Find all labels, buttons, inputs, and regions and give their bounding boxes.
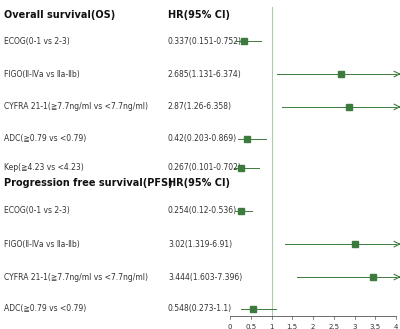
Text: ECOG(0-1 vs 2-3): ECOG(0-1 vs 2-3): [4, 206, 70, 215]
Text: 2.87(1.26-6.358): 2.87(1.26-6.358): [168, 102, 232, 112]
Text: Kep(≧4.23 vs <4.23): Kep(≧4.23 vs <4.23): [4, 163, 84, 172]
Text: 0.548(0.273-1.1): 0.548(0.273-1.1): [168, 304, 232, 313]
Text: 0: 0: [228, 324, 232, 329]
Text: 0.254(0.12-0.536): 0.254(0.12-0.536): [168, 206, 237, 215]
Text: 3: 3: [352, 324, 357, 329]
Text: CYFRA 21-1(≧7.7ng/ml vs <7.7ng/ml): CYFRA 21-1(≧7.7ng/ml vs <7.7ng/ml): [4, 102, 148, 112]
Text: 1: 1: [269, 324, 274, 329]
Text: 0.5: 0.5: [245, 324, 256, 329]
Text: CYFRA 21-1(≧7.7ng/ml vs <7.7ng/ml): CYFRA 21-1(≧7.7ng/ml vs <7.7ng/ml): [4, 272, 148, 282]
Text: HR(95% CI): HR(95% CI): [168, 10, 230, 20]
Text: 2.685(1.131-6.374): 2.685(1.131-6.374): [168, 69, 242, 79]
Text: 1.5: 1.5: [287, 324, 298, 329]
Text: FIGO(Ⅱ-Ⅳa vs Ⅱa-Ⅱb): FIGO(Ⅱ-Ⅳa vs Ⅱa-Ⅱb): [4, 240, 80, 249]
Text: 0.337(0.151-0.752): 0.337(0.151-0.752): [168, 37, 242, 46]
Text: FIGO(Ⅱ-Ⅳa vs Ⅱa-Ⅱb): FIGO(Ⅱ-Ⅳa vs Ⅱa-Ⅱb): [4, 69, 80, 79]
Text: 2: 2: [311, 324, 315, 329]
Text: Overall survival(OS): Overall survival(OS): [4, 10, 115, 20]
Text: 3.444(1.603-7.396): 3.444(1.603-7.396): [168, 272, 242, 282]
Text: Progression free survival(PFS): Progression free survival(PFS): [4, 178, 173, 188]
Text: 4: 4: [394, 324, 398, 329]
Text: 0.42(0.203-0.869): 0.42(0.203-0.869): [168, 134, 237, 143]
Text: 3.02(1.319-6.91): 3.02(1.319-6.91): [168, 240, 232, 249]
Text: ECOG(0-1 vs 2-3): ECOG(0-1 vs 2-3): [4, 37, 70, 46]
Text: HR(95% CI): HR(95% CI): [168, 178, 230, 188]
Text: ADC(≧0.79 vs <0.79): ADC(≧0.79 vs <0.79): [4, 134, 86, 143]
Text: 3.5: 3.5: [370, 324, 381, 329]
Text: 2.5: 2.5: [328, 324, 339, 329]
Text: 0.267(0.101-0.702): 0.267(0.101-0.702): [168, 163, 242, 172]
Text: ADC(≧0.79 vs <0.79): ADC(≧0.79 vs <0.79): [4, 304, 86, 313]
